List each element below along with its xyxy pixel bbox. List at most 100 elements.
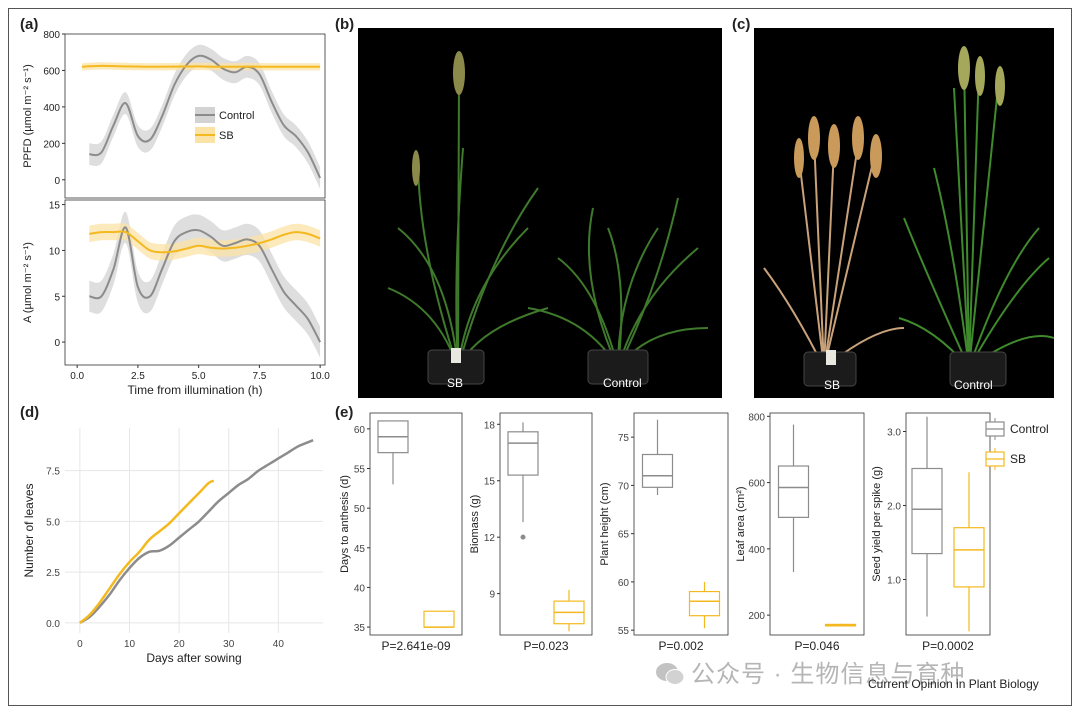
p-value: P=2.641e-09 <box>381 639 450 653</box>
leaf-area-boxplot: 200 400 600 800 Leaf area (cm²) P=0.046 <box>735 412 865 653</box>
y-tick-label: 5 <box>54 292 60 303</box>
sb-confidence-band <box>89 223 321 261</box>
y-tick-label: 9 <box>489 590 495 601</box>
y-tick-label: 200 <box>748 611 765 622</box>
watermark: 公众号 · 生物信息与育种 <box>655 654 965 689</box>
sb-series-line <box>89 230 321 254</box>
p-value: P=0.0002 <box>922 639 974 653</box>
plot-frame <box>905 412 991 636</box>
panel-label-a: (a) <box>20 16 39 33</box>
y-axis-label: Number of leaves <box>22 483 36 577</box>
y-axis-label: Days to anthesis (d) <box>339 475 351 573</box>
panel-label-e: (e) <box>335 404 354 421</box>
x-tick-label: 20 <box>174 639 186 650</box>
y-tick-label: 0.0 <box>46 619 60 630</box>
p-value: P=0.046 <box>794 639 839 653</box>
p-value: P=0.023 <box>523 639 568 653</box>
y-axis-label: Leaf area (cm²) <box>735 486 747 561</box>
panel-label-d: (d) <box>20 404 40 421</box>
legend-label-control: Control <box>219 110 254 122</box>
photo-b-control-label: Control <box>603 376 642 390</box>
wechat-icon <box>656 663 685 685</box>
plot-background <box>65 428 323 633</box>
y-tick-label: 15 <box>49 201 61 212</box>
y-tick-label: 800 <box>43 30 60 41</box>
y-axis-label: Seed yield per spike (g) <box>871 466 883 582</box>
y-tick-label: 600 <box>43 66 60 77</box>
leaf-count-chart: 0.0 2.5 5.0 7.5 0 10 20 30 40 Days after sowing Nu… <box>22 428 323 665</box>
biomass-boxplot: 9 12 15 18 Biomass (g) P=0.023 <box>469 412 593 653</box>
y-axis-label: Biomass (g) <box>469 495 481 554</box>
control-box <box>911 467 943 555</box>
photo-b-sb-label: SB <box>447 376 464 390</box>
y-tick-label: 75 <box>618 433 630 444</box>
x-tick-label: 0.0 <box>70 371 84 382</box>
control-series-line <box>89 54 322 179</box>
legend-label-control: Control <box>1010 422 1049 436</box>
control-box <box>777 465 810 518</box>
y-tick-label: 400 <box>748 545 765 556</box>
x-tick-label: 30 <box>223 639 235 650</box>
watermark-text: 公众号 · 生物信息与育种 <box>691 661 966 688</box>
p-value: P=0.002 <box>658 639 703 653</box>
sb-box <box>688 590 721 617</box>
journal-credit: Current Opinion in Plant Biology <box>868 677 1039 691</box>
y-tick-label: 45 <box>354 544 366 555</box>
y-tick-label: 2.5 <box>46 568 60 579</box>
y-axis-label: PPFD (µmol m⁻² s⁻¹) <box>22 64 34 168</box>
y-tick-label: 7.5 <box>46 467 60 478</box>
y-tick-label: 12 <box>484 533 496 544</box>
y-axis-label: Plant height (cm) <box>599 482 611 565</box>
x-axis-label: Time from illumination (h) <box>128 383 263 397</box>
panel-label-c: (c) <box>732 16 751 33</box>
assimilation-chart: 0 5 10 15 0.0 2.5 5.0 7.5 10.0 Time from illumina… <box>22 199 330 397</box>
y-tick-label: 70 <box>618 481 630 492</box>
y-axis-label: A (µmol m⁻² s⁻¹) <box>22 242 34 323</box>
y-tick-label: 800 <box>748 412 765 423</box>
y-tick-label: 2.0 <box>887 502 901 513</box>
x-tick-label: 10 <box>124 639 136 650</box>
y-tick-label: 0 <box>54 176 60 187</box>
photo-c-illustration <box>763 46 1054 387</box>
control-box <box>507 431 539 476</box>
y-tick-label: 5.0 <box>46 517 60 528</box>
x-tick-label: 5.0 <box>192 371 206 382</box>
legend-label-sb: SB <box>219 130 234 142</box>
photo-c-wheat-plants: SB Control <box>754 28 1054 398</box>
control-box <box>641 453 674 488</box>
x-tick-label: 40 <box>273 639 285 650</box>
y-tick-label: 55 <box>618 626 630 637</box>
photo-b-illustration <box>387 51 709 385</box>
y-tick-label: 50 <box>354 504 366 515</box>
x-tick-label: 0 <box>77 639 83 650</box>
sb-box <box>423 610 455 628</box>
photo-b-wheat-plants: SB Control <box>358 28 722 398</box>
y-tick-label: 3.0 <box>887 428 901 439</box>
plant-height-boxplot: 55 60 65 70 75 Plant height (cm) P=0.002 <box>599 412 729 653</box>
x-tick-label: 2.5 <box>131 371 145 382</box>
sb-series-line <box>79 479 215 624</box>
control-series-line <box>79 439 314 624</box>
photo-c-control-label: Control <box>954 378 993 392</box>
figure-frame <box>8 8 1072 706</box>
seed-yield-boxplot: 1.0 2.0 3.0 Seed yield per spike (g) P=0.000… <box>871 412 1049 653</box>
y-tick-label: 600 <box>748 479 765 490</box>
panel-label-b: (b) <box>335 16 355 33</box>
sb-series-line <box>81 64 321 68</box>
y-tick-label: 200 <box>43 139 60 150</box>
y-tick-label: 65 <box>618 530 630 541</box>
y-tick-label: 18 <box>484 420 496 431</box>
outlier-point <box>520 534 526 540</box>
y-tick-label: 55 <box>354 465 366 476</box>
photo-c-sb-label: SB <box>824 378 841 392</box>
x-axis-label: Days after sowing <box>146 651 241 665</box>
y-tick-label: 35 <box>354 623 366 634</box>
legend-label-sb: SB <box>1010 452 1026 466</box>
y-tick-label: 400 <box>43 103 60 114</box>
y-tick-label: 15 <box>484 477 496 488</box>
y-tick-label: 40 <box>354 583 366 594</box>
x-tick-label: 10.0 <box>310 371 330 382</box>
sb-box <box>953 527 985 588</box>
control-series-line <box>89 226 321 343</box>
y-tick-label: 1.0 <box>887 576 901 587</box>
